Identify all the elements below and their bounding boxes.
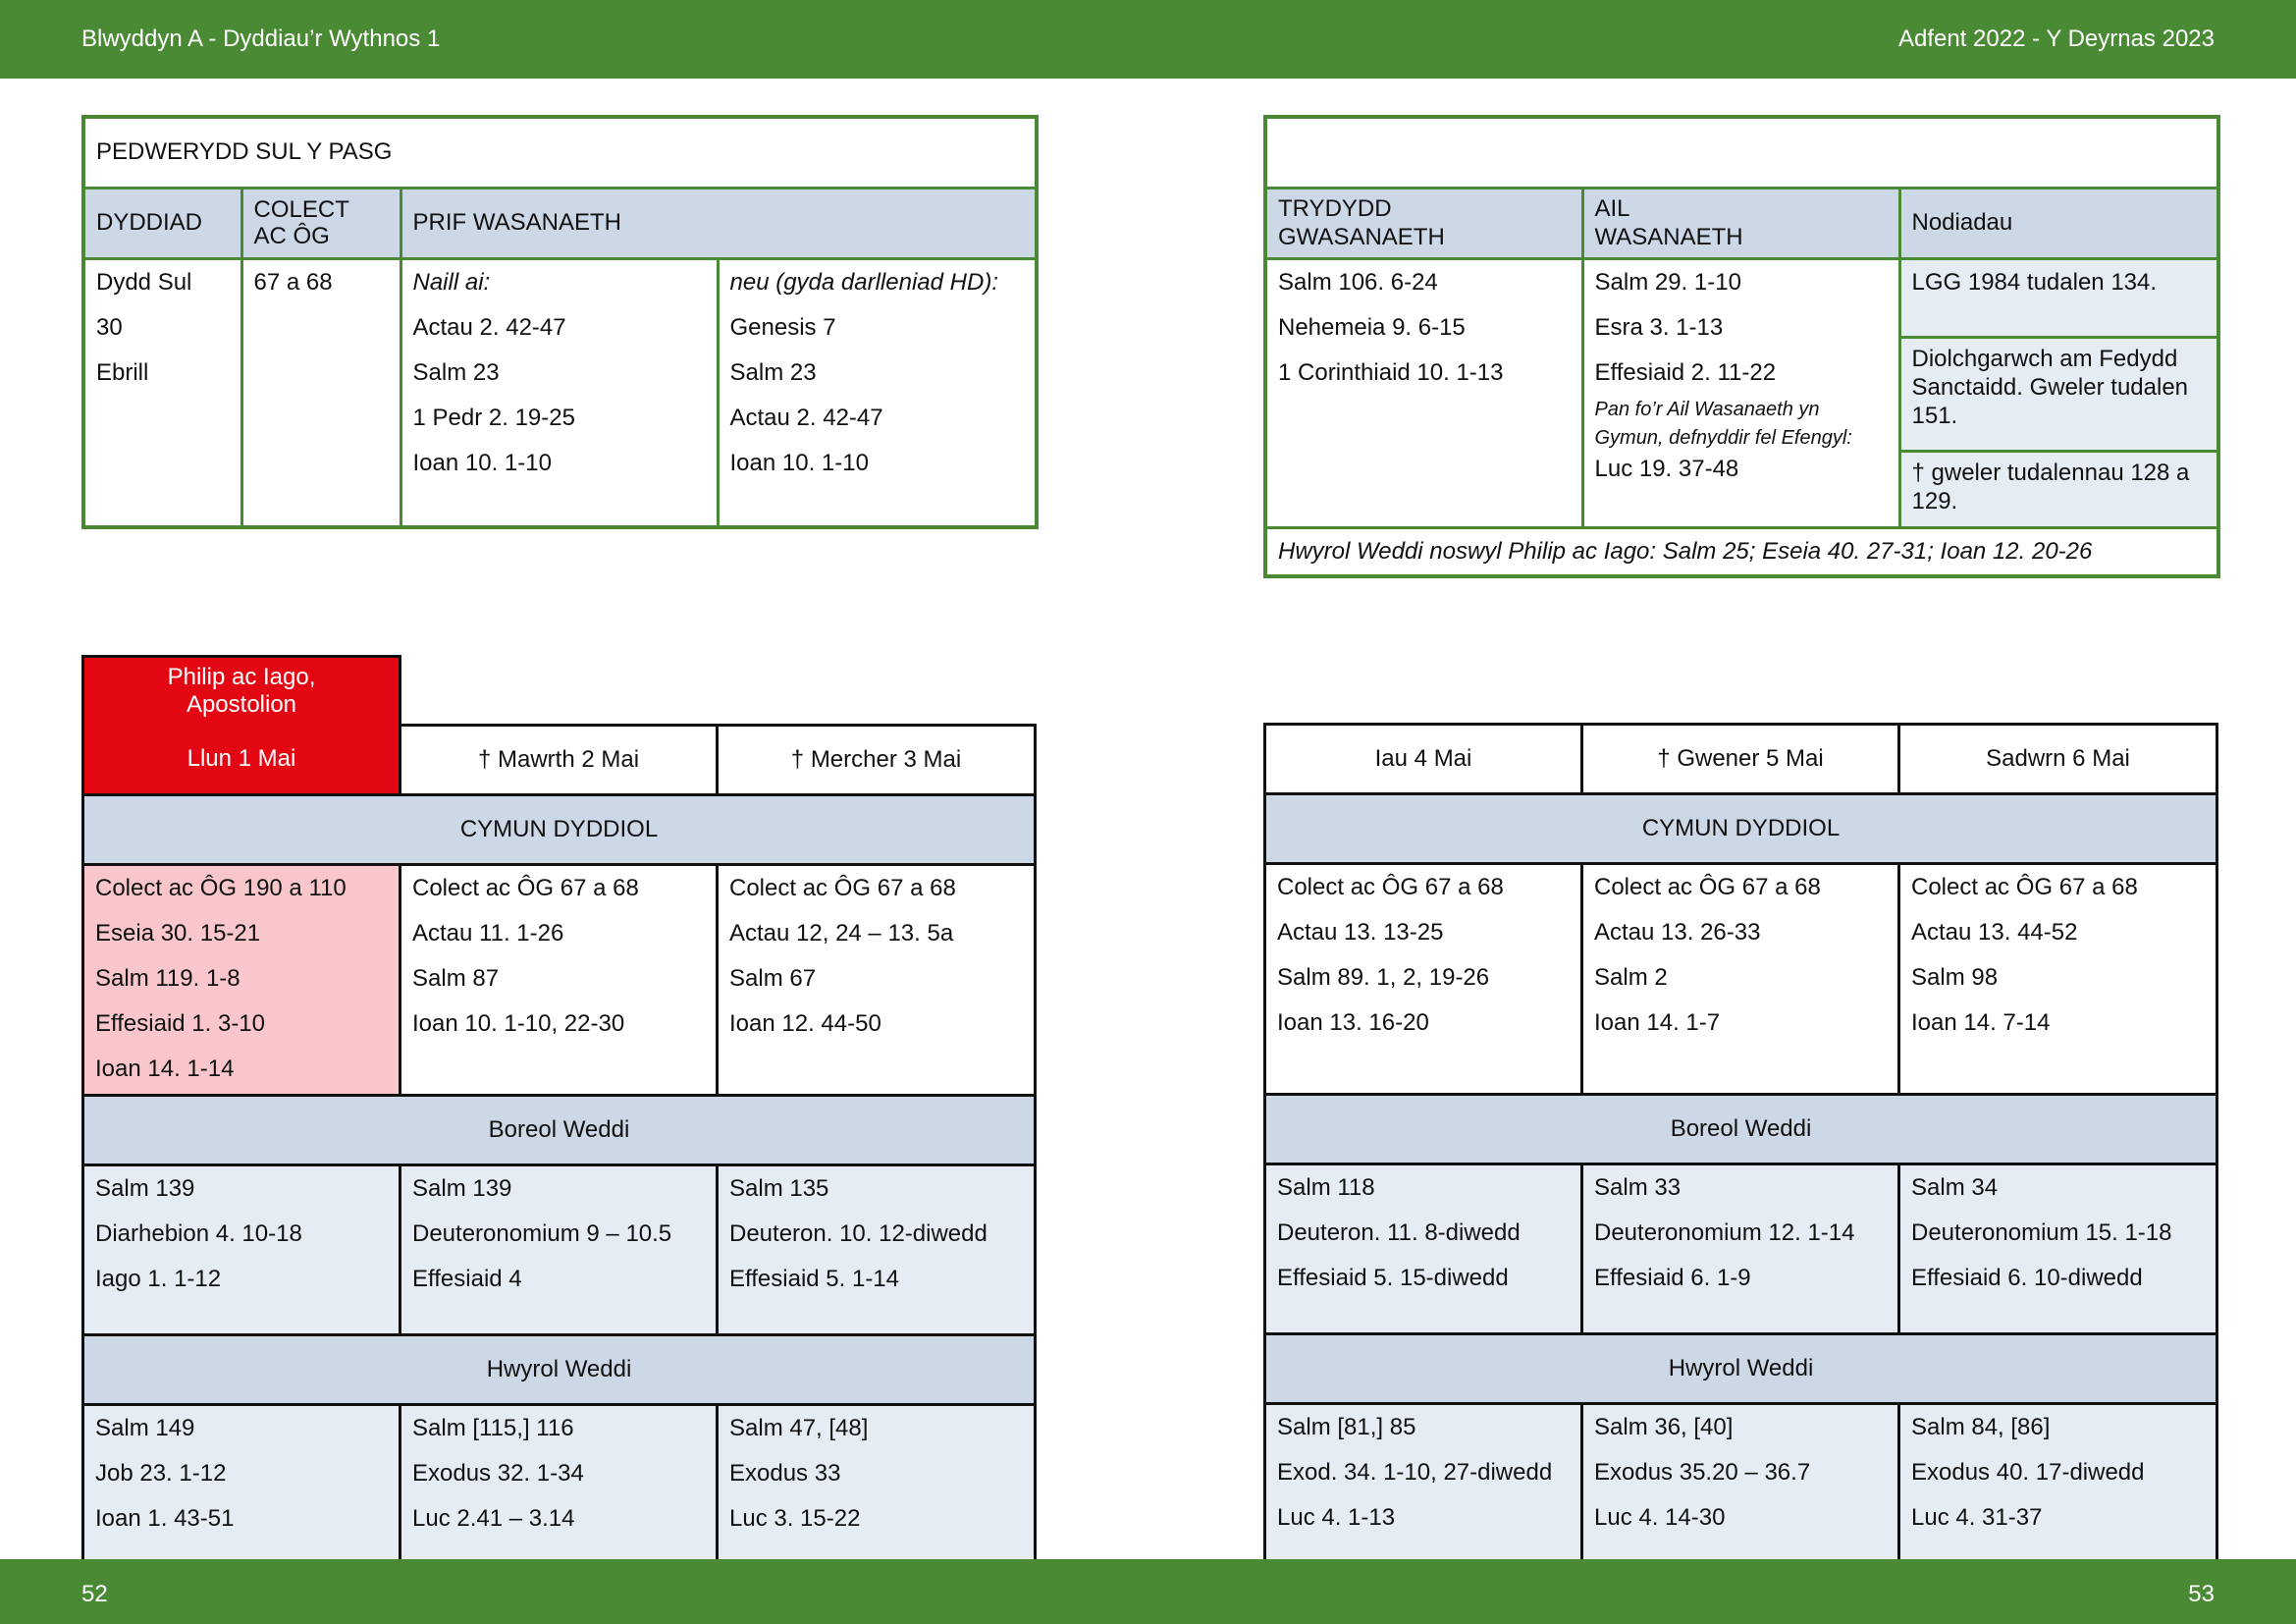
evening-thu: Salm [81,] 85 Exod. 34. 1-10, 27-diwedd Lu… xyxy=(1263,1401,1583,1574)
col-second-service-header: AIL WASANAETH xyxy=(1580,186,1901,260)
day-header-wed: † Mercher 3 Mai xyxy=(716,724,1037,796)
weekday-table-right: Iau 4 Mai † Gwener 5 Mai Sadwrn 6 Mai CY… xyxy=(1262,655,2219,1574)
sunday-main-table: PEDWERYDD SUL Y PASG DYDDIAD COLECT AC ÔG… xyxy=(81,115,1039,529)
sunday-continued-table: TRYDYDD GWASANAETH AIL WASANAETH Nodiadau … xyxy=(1263,115,2221,578)
weekday-table-left: Philip ac Iago, Apostolion Llun 1 Mai † M… xyxy=(81,655,1037,1575)
section-morning: Boreol Weddi xyxy=(1262,1092,2219,1165)
communion-sat: Colect ac ÔG 67 a 68 Actau 13. 44-52 Salm … xyxy=(1896,861,2219,1096)
col-collect-header: COLECT AC ÔG xyxy=(240,186,402,260)
evening-wed: Salm 47, [48] Exodus 33 Luc 3. 15-22 xyxy=(716,1403,1037,1575)
col-third-service-header: TRYDYDD GWASANAETH xyxy=(1263,186,1584,260)
eve-evening-prayer: Hwyrol Weddi noswyl Philip ac Iago: Salm… xyxy=(1263,525,2220,577)
sunday-date: Dydd Sul 30 Ebrill xyxy=(81,256,243,529)
note-lgg: LGG 1984 tudalen 134. xyxy=(1897,256,2220,339)
day-header-sat: Sadwrn 6 Mai xyxy=(1896,722,2219,795)
communion-tue: Colect ac ÔG 67 a 68 Actau 11. 1-26 Salm 8… xyxy=(399,863,719,1097)
header-left-title: Blwyddyn A - Dyddiau’r Wythnos 1 xyxy=(81,26,441,52)
col-date-header: DYDDIAD xyxy=(81,186,243,260)
morning-tue: Salm 139 Deuteronomium 9 – 10.5 Effesiaid … xyxy=(399,1164,719,1336)
sunday-collect: 67 a 68 xyxy=(240,256,402,529)
communion-thu: Colect ac ÔG 67 a 68 Actau 13. 13-25 Salm … xyxy=(1263,861,1583,1096)
sunday-option-a: Naill ai: Actau 2. 42-47 Salm 23 1 Pedr … xyxy=(399,256,720,529)
morning-sat: Salm 34 Deuteronomium 15. 1-18 Effesiaid 6… xyxy=(1896,1162,2219,1335)
section-evening: Hwyrol Weddi xyxy=(81,1333,1037,1406)
sunday-option-b: neu (gyda darlleniad HD): Genesis 7 Salm… xyxy=(716,256,1039,529)
blank-title-row xyxy=(1263,115,2220,189)
day-header-tue: † Mawrth 2 Mai xyxy=(399,724,719,796)
communion-fri: Colect ac ÔG 67 a 68 Actau 13. 26-33 Salm … xyxy=(1580,861,1900,1096)
note-baptism: Diolchgarwch am Fedydd Sanctaidd. Gweler… xyxy=(1897,335,2220,453)
page-header: Blwyddyn A - Dyddiau’r Wythnos 1 Adfent … xyxy=(0,0,2296,79)
morning-mon: Salm 139 Diarhebion 4. 10-18 Iago 1. 1-12 xyxy=(81,1164,401,1336)
header-right-title: Adfent 2022 - Y Deyrnas 2023 xyxy=(1897,26,2215,52)
note-dagger: † gweler tudalennau 128 a 129. xyxy=(1897,449,2220,529)
morning-fri: Salm 33 Deuteronomium 12. 1-14 Effesiaid 6… xyxy=(1580,1162,1900,1335)
day-header-fri: † Gwener 5 Mai xyxy=(1580,722,1900,795)
page-number-left: 52 xyxy=(81,1581,108,1607)
evening-fri: Salm 36, [40] Exodus 35.20 – 36.7 Luc 4. 1… xyxy=(1580,1401,1900,1574)
section-morning: Boreol Weddi xyxy=(81,1094,1037,1166)
second-service-readings: Salm 29. 1-10 Esra 3. 1-13 Effesiaid 2. … xyxy=(1580,256,1901,529)
evening-mon: Salm 149 Job 23. 1-12 Ioan 1. 43-51 xyxy=(81,1403,401,1575)
morning-thu: Salm 118 Deuteron. 11. 8-diwedd Effesiaid … xyxy=(1263,1162,1583,1335)
page-footer: 52 53 xyxy=(0,1559,2296,1624)
day-header-thu: Iau 4 Mai xyxy=(1263,722,1583,795)
page-number-right: 53 xyxy=(2188,1581,2215,1607)
section-communion: CYMUN DYDDIOL xyxy=(1262,791,2219,865)
communion-wed: Colect ac ÔG 67 a 68 Actau 12, 24 – 13. 5… xyxy=(716,863,1037,1097)
feast-name: Philip ac Iago, Apostolion xyxy=(81,655,401,726)
communion-mon: Colect ac ÔG 190 a 110 Eseia 30. 15-21 Sal… xyxy=(81,863,401,1097)
section-evening: Hwyrol Weddi xyxy=(1262,1331,2219,1405)
evening-tue: Salm [115,] 116 Exodus 32. 1-34 Luc 2.41 –… xyxy=(399,1403,719,1575)
col-notes-header: Nodiadau xyxy=(1897,186,2220,260)
evening-sat: Salm 84, [86] Exodus 40. 17-diwedd Luc 4. … xyxy=(1896,1401,2219,1574)
third-service-readings: Salm 106. 6-24 Nehemeia 9. 6-15 1 Corint… xyxy=(1263,256,1584,529)
section-communion: CYMUN DYDDIOL xyxy=(81,793,1037,866)
morning-wed: Salm 135 Deuteron. 10. 12-diwedd Effesiaid… xyxy=(716,1164,1037,1336)
sunday-title: PEDWERYDD SUL Y PASG xyxy=(81,115,1039,189)
day-header-mon: Llun 1 Mai xyxy=(81,725,401,796)
col-main-service-header: PRIF WASANAETH xyxy=(399,186,1039,260)
